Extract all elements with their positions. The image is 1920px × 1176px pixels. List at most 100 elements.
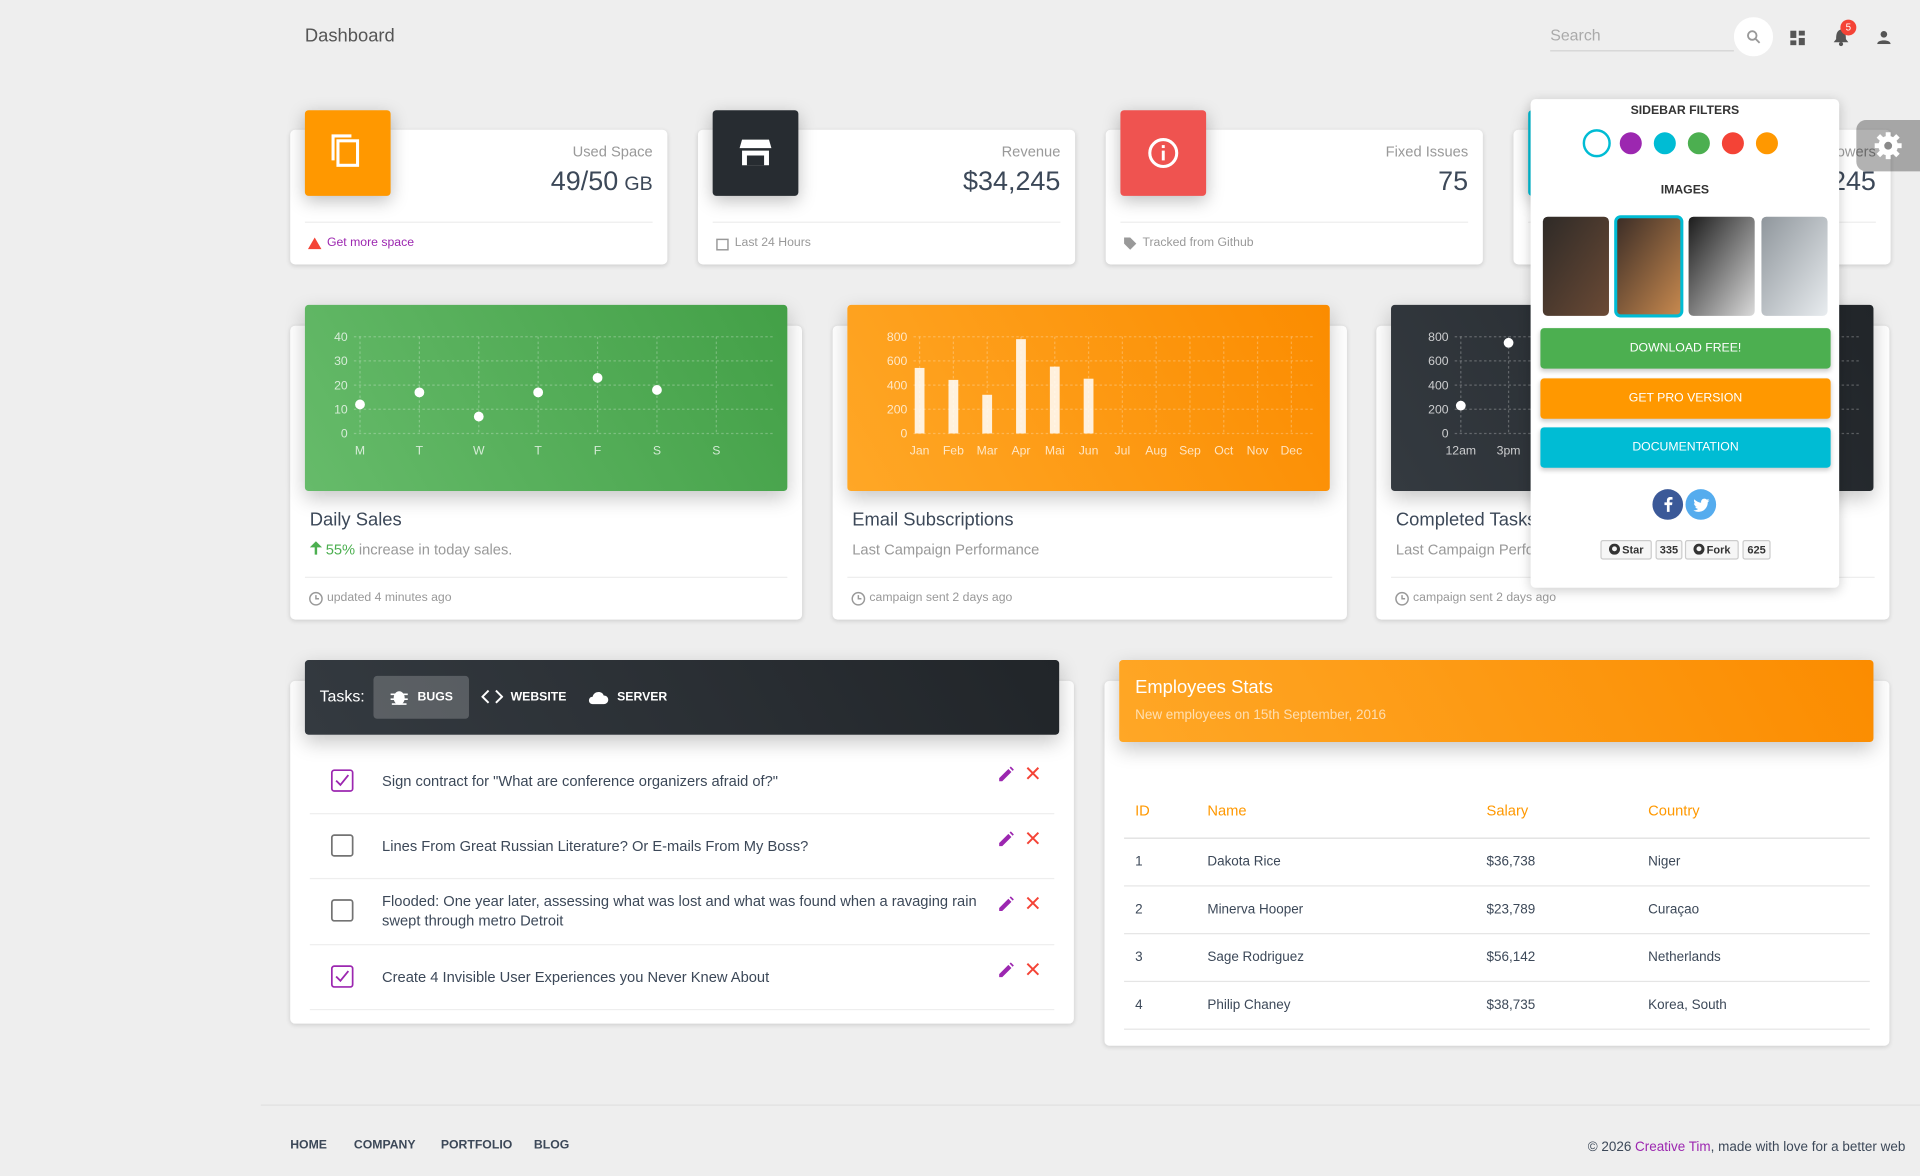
- clock-face: [1395, 591, 1409, 606]
- tasks-header: Tasks: BUGS WEBSITE SERVER: [304, 660, 1060, 735]
- color-swatch[interactable]: [1721, 132, 1744, 155]
- icon-shape: [1161, 150, 1165, 161]
- tab-icon: [481, 689, 504, 704]
- github-star-text: Star: [1622, 543, 1644, 556]
- table-cell: Korea, South: [1648, 997, 1727, 1013]
- edit-button[interactable]: [998, 765, 1014, 782]
- stat-icon: [712, 110, 799, 196]
- task-checkbox[interactable]: [330, 964, 354, 988]
- chart-subtitle: 55% increase in today sales.: [309, 541, 512, 558]
- task-text: Sign contract for "What are conference o…: [382, 772, 778, 790]
- plugin-button[interactable]: GET PRO VERSION: [1540, 378, 1831, 419]
- x-tick-label: S: [653, 443, 661, 457]
- task-tab[interactable]: WEBSITE: [467, 676, 583, 719]
- footer-link[interactable]: HOME: [290, 1138, 327, 1153]
- remove-button[interactable]: [1026, 896, 1040, 910]
- remove-button[interactable]: [1026, 831, 1040, 844]
- table-cell: Minerva Hooper: [1207, 902, 1304, 918]
- footer-divider: [260, 1104, 1920, 1106]
- divider: [1120, 221, 1469, 223]
- y-tick-label: 0: [1442, 427, 1449, 441]
- github-fork[interactable]: Fork: [1684, 540, 1739, 560]
- plugin-button[interactable]: DOWNLOAD FREE!: [1540, 328, 1831, 369]
- clock-face: [309, 591, 323, 606]
- stat-footer: Tracked from Github: [1142, 236, 1254, 250]
- github-star-count[interactable]: 335: [1655, 540, 1683, 560]
- x-tick-label: Mai: [1045, 443, 1065, 457]
- author-link[interactable]: Creative Tim: [1635, 1140, 1711, 1155]
- table-cell: $36,738: [1486, 854, 1536, 870]
- up-arrow: [309, 541, 323, 555]
- x-tick-label: Apr: [1011, 443, 1030, 457]
- color-swatch[interactable]: [1582, 129, 1611, 158]
- color-swatch[interactable]: [1755, 132, 1778, 155]
- color-swatch[interactable]: [1653, 132, 1676, 155]
- employees-title: Employees Stats: [1135, 677, 1273, 698]
- x-tick-label: F: [594, 443, 601, 457]
- footer-link[interactable]: COMPANY: [353, 1138, 416, 1153]
- stat-footer: Get more space: [326, 236, 415, 250]
- table-cell: 2: [1135, 902, 1143, 918]
- task-tab[interactable]: BUGS: [373, 675, 469, 719]
- edit-button[interactable]: [998, 961, 1014, 978]
- table-header: ID: [1135, 802, 1150, 820]
- chart: 0 200 400 600 800 Jan Feb Mar Apr Mai Jun Jul Aug Sep…: [887, 330, 1316, 457]
- checkbox-box: [330, 899, 354, 922]
- cloud-icon: [588, 691, 609, 705]
- task-checkbox[interactable]: [330, 899, 354, 922]
- task-checkbox[interactable]: [330, 768, 354, 792]
- task-text: Create 4 Invisible User Experiences you …: [382, 967, 770, 986]
- footer-link[interactable]: PORTFOLIO: [440, 1138, 513, 1153]
- color-swatch[interactable]: [1619, 132, 1642, 155]
- arrow-shape: [309, 541, 323, 555]
- x-tick-label: S: [712, 443, 720, 457]
- icon-shape: [1161, 145, 1165, 149]
- task-text: Lines From Great Russian Literature? Or …: [382, 836, 809, 855]
- footer-icon: [307, 237, 322, 250]
- image-thumb[interactable]: [1614, 215, 1684, 318]
- bug-legs: [390, 693, 408, 705]
- search-button[interactable]: [1733, 17, 1774, 57]
- chart-title: Daily Sales: [309, 509, 402, 531]
- table-cell: Dakota Rice: [1207, 854, 1281, 870]
- checkbox-box: [330, 833, 354, 857]
- table-header: Country: [1648, 802, 1700, 820]
- task-checkbox[interactable]: [330, 833, 354, 857]
- edit-button[interactable]: [998, 830, 1014, 847]
- table-divider: [1124, 837, 1870, 839]
- chart-footer: campaign sent 2 days ago: [1413, 591, 1557, 605]
- pencil: [999, 765, 1014, 781]
- github-fork-count[interactable]: 625: [1742, 540, 1771, 560]
- y-tick-label: 200: [887, 403, 908, 417]
- table-cell: Netherlands: [1648, 950, 1721, 965]
- remove-button[interactable]: [1026, 962, 1040, 975]
- x-tick-label: T: [416, 443, 424, 457]
- dashboard-icon[interactable]: [1790, 30, 1805, 46]
- github-star[interactable]: Star: [1600, 540, 1652, 560]
- stat-number: 49/50: [550, 165, 619, 196]
- settings-tab[interactable]: [1856, 120, 1920, 172]
- copyright-text: © 2026: [1587, 1140, 1632, 1155]
- footer-link[interactable]: BLOG: [533, 1138, 570, 1153]
- task-tab[interactable]: SERVER: [573, 676, 683, 719]
- calendar-icon: [716, 238, 729, 251]
- stat-value: $34,245: [963, 165, 1060, 197]
- icon-shape: [336, 139, 360, 167]
- image-thumb[interactable]: [1688, 216, 1755, 316]
- image-thumb[interactable]: [1761, 216, 1828, 316]
- search-input[interactable]: Search: [1550, 26, 1734, 52]
- image-thumb[interactable]: [1542, 216, 1609, 316]
- x-tick-label: 12am: [1446, 443, 1477, 457]
- account-icon[interactable]: [1877, 30, 1891, 45]
- edit-button[interactable]: [998, 896, 1014, 912]
- clock-hands: [857, 595, 862, 600]
- color-swatch[interactable]: [1687, 132, 1710, 155]
- remove-button[interactable]: [1026, 766, 1040, 779]
- employees-header: Employees Stats New employees on 15th Se…: [1119, 660, 1874, 743]
- table-cell: $23,789: [1486, 902, 1536, 918]
- clock-hands: [1401, 595, 1406, 600]
- divider: [304, 221, 653, 223]
- checkmark: [335, 969, 350, 982]
- footer-icon: [716, 238, 729, 251]
- plugin-button[interactable]: DOCUMENTATION: [1540, 427, 1831, 468]
